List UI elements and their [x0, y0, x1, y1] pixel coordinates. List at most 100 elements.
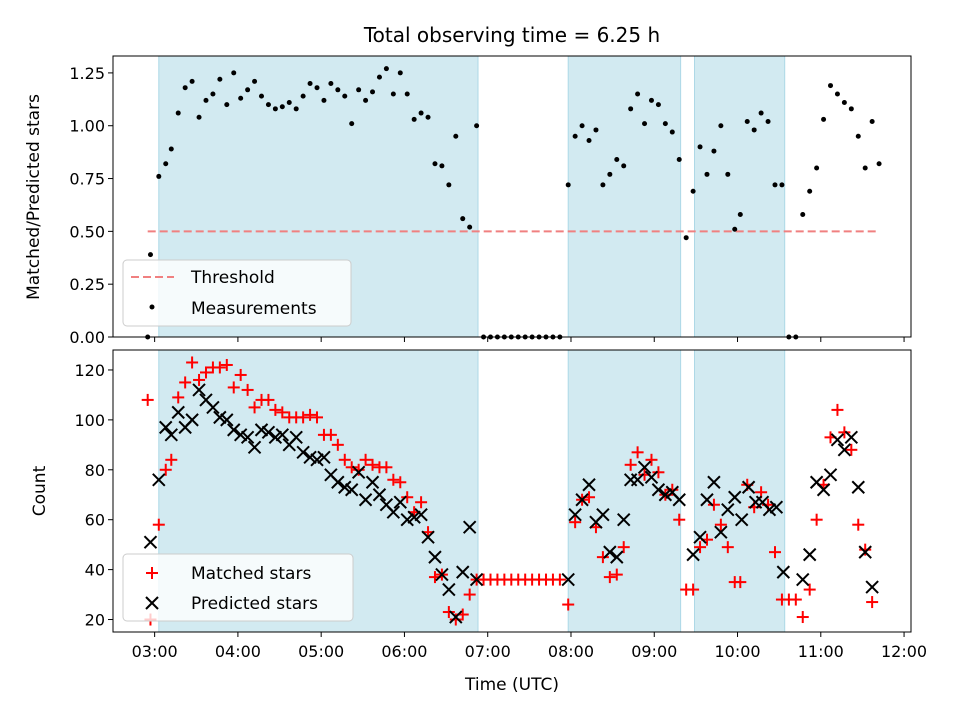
matched-star-point — [345, 461, 358, 474]
measurement-point — [293, 106, 299, 112]
measurement-point — [669, 129, 675, 135]
matched-star-point — [234, 368, 247, 381]
matched-star-point — [415, 496, 428, 509]
predicted-star-point — [865, 580, 879, 594]
matched-star-point — [562, 598, 575, 611]
predicted-star-point — [421, 530, 435, 544]
matched-star-point — [449, 613, 462, 626]
measurement-point — [147, 252, 153, 258]
measurement-point — [635, 91, 641, 97]
predicted-star-point — [358, 493, 373, 507]
measurement-point — [163, 161, 169, 167]
bottom-plot-marks — [141, 356, 879, 626]
predicted-star-point — [185, 413, 199, 427]
measurement-point — [607, 171, 613, 177]
matched-star-point — [810, 513, 823, 526]
measurement-point — [404, 91, 410, 97]
predicted-star-point — [561, 572, 575, 587]
measurement-point — [425, 114, 431, 120]
measurement-point — [272, 106, 278, 112]
matched-star-point — [694, 541, 707, 554]
matched-star-point — [796, 611, 809, 624]
x-tick-label: 07:00 — [465, 642, 511, 661]
matched-star-point — [569, 516, 582, 529]
matched-star-point — [707, 498, 720, 511]
matched-star-point — [227, 381, 240, 394]
matched-star-point — [352, 463, 365, 476]
predicted-star-point — [317, 450, 331, 465]
measurement-point — [662, 121, 668, 127]
measurement-point — [439, 163, 445, 169]
measurement-point — [453, 133, 459, 139]
predicted-star-point — [407, 510, 421, 524]
measurement-point — [467, 224, 473, 230]
predicted-star-point — [351, 465, 366, 479]
measurement-point — [676, 157, 682, 163]
measurement-point — [841, 99, 847, 105]
predicted-star-point — [707, 475, 721, 489]
matched-star-point — [866, 596, 879, 609]
predicted-star-point — [651, 483, 666, 497]
bottom-panel: 20 40 60 80 100 120 03:00 04:00 05:00 06:00 07:00… — [30, 349, 927, 695]
matched-star-point — [159, 463, 172, 476]
measurement-point — [621, 163, 627, 169]
matched-star-point — [311, 411, 324, 424]
predicted-star-point — [796, 572, 810, 587]
measurement-point — [265, 102, 271, 108]
measurement-point — [156, 173, 162, 179]
measurement-point — [418, 110, 424, 116]
legend-matched-label: Matched stars — [191, 564, 311, 584]
measurement-point — [586, 138, 592, 144]
measurement-point — [690, 188, 696, 194]
predicted-star-point — [469, 572, 484, 587]
matched-star-point — [859, 543, 872, 556]
predicted-star-point — [254, 423, 269, 437]
matched-star-point — [645, 453, 658, 466]
matched-star-point — [768, 546, 781, 559]
matched-star-point — [269, 403, 282, 416]
measurement-point — [718, 123, 724, 129]
legend-predicted-label: Predicted stars — [191, 594, 318, 614]
predicted-star-point — [143, 535, 158, 549]
matched-star-point — [304, 408, 317, 421]
measurement-point — [593, 127, 599, 133]
predicted-star-point — [400, 512, 414, 527]
matched-star-point — [193, 373, 206, 386]
bottom-y-tick-label: 60 — [85, 511, 105, 530]
matched-star-point — [324, 428, 337, 441]
measurement-point — [565, 182, 571, 188]
predicted-star-point — [858, 545, 872, 559]
predicted-star-point — [568, 508, 582, 522]
measurement-point — [828, 83, 834, 89]
predicted-star-point — [830, 433, 845, 447]
matched-star-point — [803, 583, 816, 596]
legend-measurements-label: Measurements — [191, 299, 317, 319]
predicted-star-point — [164, 428, 178, 442]
predicted-star-point — [603, 545, 617, 559]
measurement-point — [189, 78, 195, 84]
measurement-point — [175, 110, 181, 116]
predicted-star-point — [658, 488, 673, 502]
x-tick-label: 09:00 — [631, 642, 677, 661]
measurement-point — [252, 78, 258, 84]
bottom-legend-box — [122, 553, 354, 622]
measurement-point — [356, 87, 362, 93]
matched-star-point — [338, 453, 351, 466]
matched-star-point — [442, 606, 455, 619]
measurement-point — [732, 226, 738, 232]
predicted-star-point — [802, 547, 817, 562]
measurement-point — [572, 133, 578, 139]
predicted-star-point — [672, 493, 686, 507]
measurement-point — [579, 123, 585, 129]
top-y-tick-label: 0.50 — [69, 222, 105, 241]
top-legend-box — [122, 259, 352, 327]
measurement-point — [376, 74, 382, 80]
measurement-point — [300, 93, 306, 99]
predicted-star-point — [386, 505, 401, 519]
measurement-point — [737, 211, 743, 217]
measurement-point — [758, 110, 764, 116]
matched-star-point — [186, 356, 199, 369]
measurement-point — [217, 76, 223, 82]
measurement-point — [182, 85, 188, 91]
matched-star-point — [394, 476, 407, 489]
